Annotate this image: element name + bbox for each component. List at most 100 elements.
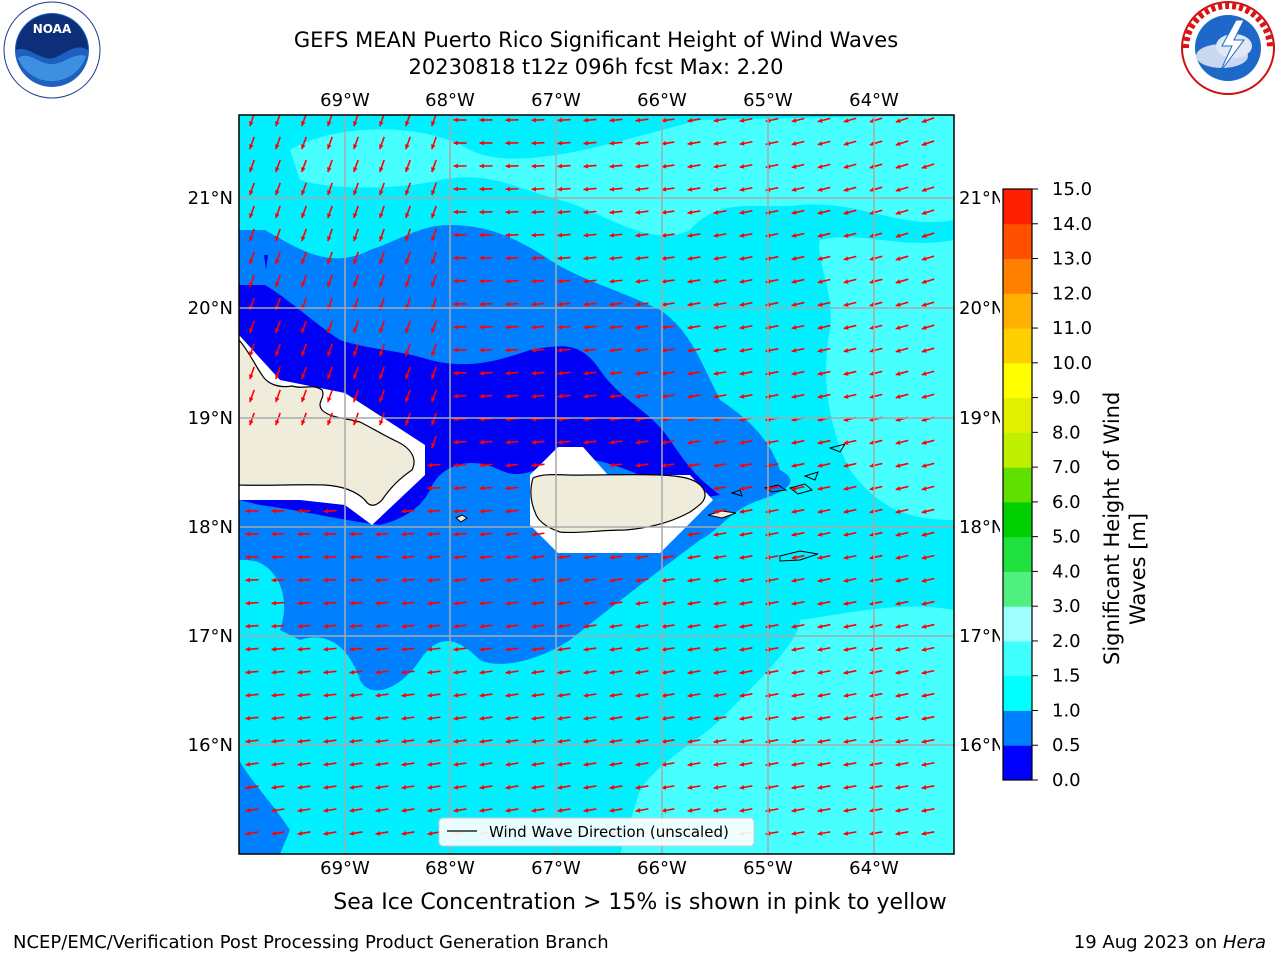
wave-direction-arrowhead xyxy=(275,121,280,127)
wave-direction-arrowhead xyxy=(249,282,254,288)
wave-direction-arrowhead xyxy=(405,420,410,426)
wave-direction-arrowhead xyxy=(275,282,280,288)
wave-direction-arrowhead xyxy=(479,761,485,767)
wave-direction-arrowhead xyxy=(791,141,797,146)
wave-direction-arrowhead xyxy=(739,187,745,192)
colorbar-swatch xyxy=(1003,571,1032,607)
wave-direction-arrowhead xyxy=(609,646,615,652)
wave-direction-arrowhead xyxy=(531,301,537,307)
wave-direction-arrowhead xyxy=(327,167,332,173)
wave-direction-arrowhead xyxy=(817,624,823,629)
footer-date: 19 Aug 2023 on Hera xyxy=(1074,932,1266,954)
wave-direction-arrowhead xyxy=(301,374,306,380)
lon-label: 65°W xyxy=(743,90,793,111)
wave-direction-arrowhead xyxy=(635,738,641,744)
wave-direction-arrowhead xyxy=(921,693,927,698)
colorbar-tick-label: 15.0 xyxy=(1052,180,1092,200)
wave-direction-arrowhead xyxy=(895,440,901,445)
wave-direction-arrowhead xyxy=(405,190,410,196)
wave-direction-arrowhead xyxy=(557,393,563,399)
wave-direction-arrowhead xyxy=(713,348,719,353)
wave-direction-arrowhead xyxy=(401,531,407,537)
wave-direction-arrowhead xyxy=(505,117,510,123)
wave-direction-arrowhead xyxy=(687,577,693,583)
wave-direction-arrowhead xyxy=(635,209,641,215)
wave-direction-arrowhead xyxy=(531,669,537,675)
noaa-logo: NOAA xyxy=(3,1,101,99)
wave-direction-arrowhead xyxy=(583,554,589,560)
wave-direction-arrowhead xyxy=(427,485,433,491)
wave-direction-arrowhead xyxy=(505,140,510,146)
wave-direction-arrowhead xyxy=(301,397,306,403)
wave-direction-arrowhead xyxy=(531,140,537,146)
wave-direction-arrowhead xyxy=(245,646,251,652)
wave-direction-arrowhead xyxy=(401,784,407,790)
wave-direction-arrowhead xyxy=(895,210,901,215)
wave-direction-arrowhead xyxy=(479,186,484,192)
colorbar-swatch xyxy=(1003,293,1032,329)
wave-direction-arrowhead xyxy=(271,531,276,537)
wave-direction-arrowhead xyxy=(791,555,797,560)
wave-direction-arrowhead xyxy=(921,348,927,353)
wave-direction-arrowhead xyxy=(353,282,358,288)
wave-direction-arrowhead xyxy=(323,761,329,767)
wave-direction-arrowhead xyxy=(739,762,745,767)
wave-direction-arrowhead xyxy=(895,118,901,123)
wave-direction-arrowhead xyxy=(479,278,484,284)
wave-direction-arrowhead xyxy=(271,623,277,629)
wave-direction-arrowhead xyxy=(687,692,693,698)
wave-direction-arrowhead xyxy=(635,140,641,146)
wave-direction-arrowhead xyxy=(245,554,250,560)
wave-direction-arrowhead xyxy=(921,210,927,215)
wave-direction-arrowhead xyxy=(431,328,436,334)
wave-direction-arrowhead xyxy=(453,370,459,376)
wave-direction-arrowhead xyxy=(817,394,823,399)
wave-direction-arrowhead xyxy=(583,807,589,813)
wave-direction-arrowhead xyxy=(687,762,693,767)
wave-direction-arrowhead xyxy=(687,808,693,813)
wave-direction-arrowhead xyxy=(505,646,511,652)
wave-direction-arrowhead xyxy=(609,370,615,376)
lon-label: 67°W xyxy=(531,858,581,879)
wave-direction-arrowhead xyxy=(531,807,537,813)
wave-direction-arrowhead xyxy=(453,278,458,284)
wave-direction-arrowhead xyxy=(323,577,329,583)
wave-direction-arrowhead xyxy=(301,236,306,242)
wave-direction-arrowhead xyxy=(843,509,849,514)
colorbar: 0.0 0.5 1.0 1.5 2.0 3.0 4.0 5.0 6.0 7.0 8.0 9.0 10.0… xyxy=(1002,180,1150,790)
colorbar-swatch xyxy=(1003,675,1032,711)
wave-direction-arrowhead xyxy=(301,328,306,334)
wave-direction-arrowhead xyxy=(921,325,927,330)
wave-direction-arrowhead xyxy=(275,144,280,150)
wave-direction-arrowhead xyxy=(869,624,875,629)
wave-direction-arrowhead xyxy=(895,624,901,629)
wave-direction-arrowhead xyxy=(427,738,433,744)
wave-direction-arrowhead xyxy=(531,209,537,215)
wave-direction-arrowhead xyxy=(275,167,280,173)
wave-direction-arrowhead xyxy=(349,784,355,790)
wave-direction-arrowhead xyxy=(739,647,745,652)
wave-direction-arrowhead xyxy=(405,282,410,288)
wave-direction-arrowhead xyxy=(297,830,303,836)
wave-direction-arrowhead xyxy=(427,807,433,813)
wave-direction-arrowhead xyxy=(297,554,303,560)
wave-direction-arrowhead xyxy=(739,348,745,353)
wave-direction-arrowhead xyxy=(713,463,719,468)
wave-direction-arrowhead xyxy=(531,347,537,353)
wave-direction-arrowhead xyxy=(379,397,384,403)
wave-direction-arrowhead xyxy=(713,118,719,123)
wave-direction-arrowhead xyxy=(427,600,433,606)
wave-direction-arrowhead xyxy=(921,785,927,790)
wave-direction-arrowhead xyxy=(431,397,436,403)
wave-direction-arrowhead xyxy=(609,140,615,146)
wave-direction-arrowhead xyxy=(453,784,459,790)
wave-direction-arrowhead xyxy=(379,420,384,426)
wave-direction-arrowhead xyxy=(817,808,823,813)
wave-direction-arrowhead xyxy=(791,256,797,261)
wave-direction-arrowhead xyxy=(327,351,332,357)
wave-direction-arrowhead xyxy=(583,646,589,652)
wave-direction-arrowhead xyxy=(713,325,719,330)
wave-direction-arrowhead xyxy=(791,302,797,307)
wave-direction-arrowhead xyxy=(635,370,641,376)
wave-direction-arrowhead xyxy=(327,236,332,242)
